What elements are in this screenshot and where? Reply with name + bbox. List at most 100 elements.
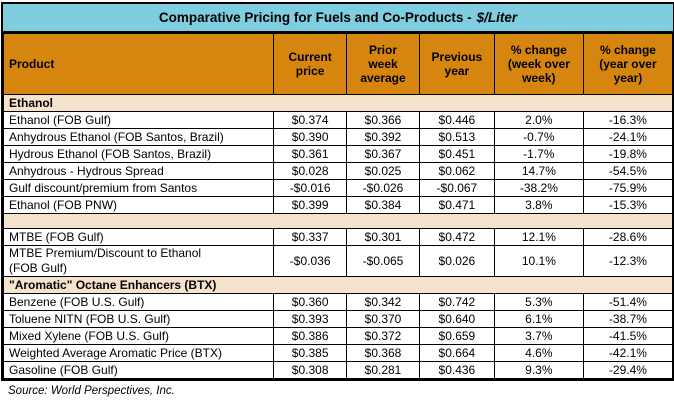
value-cell: -16.3%: [582, 111, 674, 129]
value-cell: $0.337: [273, 228, 348, 246]
product-cell: MTBE (FOB Gulf): [2, 228, 275, 246]
column-header-product: Product: [2, 33, 275, 95]
value-cell: -$0.026: [346, 179, 420, 197]
product-cell: Anhydrous Ethanol (FOB Santos, Brazil): [2, 128, 275, 146]
table-title-bar: Comparative Pricing for Fuels and Co-Pro…: [3, 4, 673, 33]
column-header-current-price: Current price: [273, 33, 348, 95]
source-note: Source: World Perspectives, Inc.: [8, 385, 175, 397]
value-cell: $0.026: [418, 245, 495, 277]
product-cell: Gasoline (FOB Gulf): [2, 361, 275, 379]
data-table: Product Current price Prior week average…: [2, 33, 674, 379]
value-cell: $0.370: [346, 310, 420, 328]
section-row: Ethanol: [3, 94, 673, 112]
value-cell: $0.342: [346, 293, 420, 311]
value-cell: 6.1%: [493, 310, 584, 328]
product-cell: Gulf discount/premium from Santos: [2, 179, 275, 197]
column-header-prior-week-average: Prior week average: [346, 33, 420, 95]
value-cell: 9.3%: [493, 361, 584, 379]
separator-row: [3, 213, 673, 229]
table-row: MTBE Premium/Discount to Ethanol (FOB Gu…: [2, 245, 674, 277]
value-cell: $0.399: [273, 196, 348, 214]
table-row: Anhydrous - Hydrous Spread $0.028 $0.025 $0…: [2, 162, 674, 180]
value-cell: 2.0%: [493, 111, 584, 129]
column-header-pct-change-week: % change (week over week): [493, 33, 584, 95]
table-row: Mixed Xylene (FOB U.S. Gulf) $0.386 $0.372…: [2, 327, 674, 345]
section-row: "Aromatic" Octane Enhancers (BTX): [3, 276, 673, 294]
product-cell: Weighted Average Aromatic Price (BTX): [2, 344, 275, 362]
table-row: Anhydrous Ethanol (FOB Santos, Brazil) $0…: [2, 128, 674, 146]
value-cell: -75.9%: [582, 179, 674, 197]
product-cell: MTBE Premium/Discount to Ethanol (FOB Gu…: [2, 245, 275, 277]
value-cell: -$0.036: [273, 245, 348, 277]
table-header: Product Current price Prior week average…: [2, 33, 674, 95]
product-cell: Ethanol (FOB Gulf): [2, 111, 275, 129]
value-cell: -1.7%: [493, 145, 584, 163]
value-cell: -28.6%: [582, 228, 674, 246]
value-cell: -0.7%: [493, 128, 584, 146]
value-cell: -12.3%: [582, 245, 674, 277]
table-row: Hydrous Ethanol (FOB Santos, Brazil) $0.3…: [2, 145, 674, 163]
value-cell: $0.664: [418, 344, 495, 362]
value-cell: $0.436: [418, 361, 495, 379]
value-cell: $0.028: [273, 162, 348, 180]
value-cell: -19.8%: [582, 145, 674, 163]
value-cell: -15.3%: [582, 196, 674, 214]
product-cell: Toluene NITN (FOB U.S. Gulf): [2, 310, 275, 328]
product-cell: Mixed Xylene (FOB U.S. Gulf): [2, 327, 275, 345]
value-cell: $0.390: [273, 128, 348, 146]
section-label: "Aromatic" Octane Enhancers (BTX): [3, 276, 673, 294]
value-cell: $0.472: [418, 228, 495, 246]
table-row: Weighted Average Aromatic Price (BTX) $0.…: [2, 344, 674, 362]
value-cell: 10.1%: [493, 245, 584, 277]
value-cell: $0.281: [346, 361, 420, 379]
table-row: Ethanol (FOB Gulf) $0.374 $0.366 $0.446 2.0%…: [2, 111, 674, 129]
value-cell: $0.366: [346, 111, 420, 129]
value-cell: 4.6%: [493, 344, 584, 362]
value-cell: 3.8%: [493, 196, 584, 214]
table-row: Gasoline (FOB Gulf) $0.308 $0.281 $0.436 9.3…: [2, 361, 674, 379]
value-cell: $0.392: [346, 128, 420, 146]
value-cell: $0.393: [273, 310, 348, 328]
value-cell: -41.5%: [582, 327, 674, 345]
column-header-previous-year: Previous year: [418, 33, 495, 95]
value-cell: -24.1%: [582, 128, 674, 146]
value-cell: $0.374: [273, 111, 348, 129]
value-cell: $0.385: [273, 344, 348, 362]
section-label: Ethanol: [3, 94, 673, 112]
column-header-pct-change-year: % change (year over year): [582, 33, 674, 95]
table-row: Toluene NITN (FOB U.S. Gulf) $0.393 $0.370…: [2, 310, 674, 328]
value-cell: $0.025: [346, 162, 420, 180]
value-cell: $0.308: [273, 361, 348, 379]
table-title: Comparative Pricing for Fuels and Co-Pro…: [158, 10, 472, 25]
value-cell: $0.361: [273, 145, 348, 163]
product-cell: Anhydrous - Hydrous Spread: [2, 162, 275, 180]
table-row: Ethanol (FOB PNW) $0.399 $0.384 $0.471 3.8% -…: [2, 196, 674, 214]
value-cell: $0.062: [418, 162, 495, 180]
value-cell: -51.4%: [582, 293, 674, 311]
value-cell: $0.384: [346, 196, 420, 214]
value-cell: $0.659: [418, 327, 495, 345]
value-cell: -29.4%: [582, 361, 674, 379]
value-cell: 5.3%: [493, 293, 584, 311]
product-cell: Ethanol (FOB PNW): [2, 196, 275, 214]
value-cell: $0.451: [418, 145, 495, 163]
value-cell: 3.7%: [493, 327, 584, 345]
value-cell: $0.367: [346, 145, 420, 163]
separator-cell: [3, 213, 673, 229]
product-cell: Hydrous Ethanol (FOB Santos, Brazil): [2, 145, 275, 163]
value-cell: 14.7%: [493, 162, 584, 180]
pricing-table: Comparative Pricing for Fuels and Co-Pro…: [1, 2, 674, 381]
value-cell: $0.640: [418, 310, 495, 328]
value-cell: $0.386: [273, 327, 348, 345]
value-cell: $0.446: [418, 111, 495, 129]
table-title-unit: $/Liter: [476, 10, 518, 25]
header-row: Product Current price Prior week average…: [2, 33, 674, 95]
value-cell: $0.372: [346, 327, 420, 345]
value-cell: $0.742: [418, 293, 495, 311]
value-cell: $0.301: [346, 228, 420, 246]
table-body: Ethanol Ethanol (FOB Gulf) $0.374 $0.366 $0.…: [2, 94, 674, 379]
value-cell: $0.471: [418, 196, 495, 214]
value-cell: -54.5%: [582, 162, 674, 180]
table-row: Gulf discount/premium from Santos -$0.016…: [2, 179, 674, 197]
